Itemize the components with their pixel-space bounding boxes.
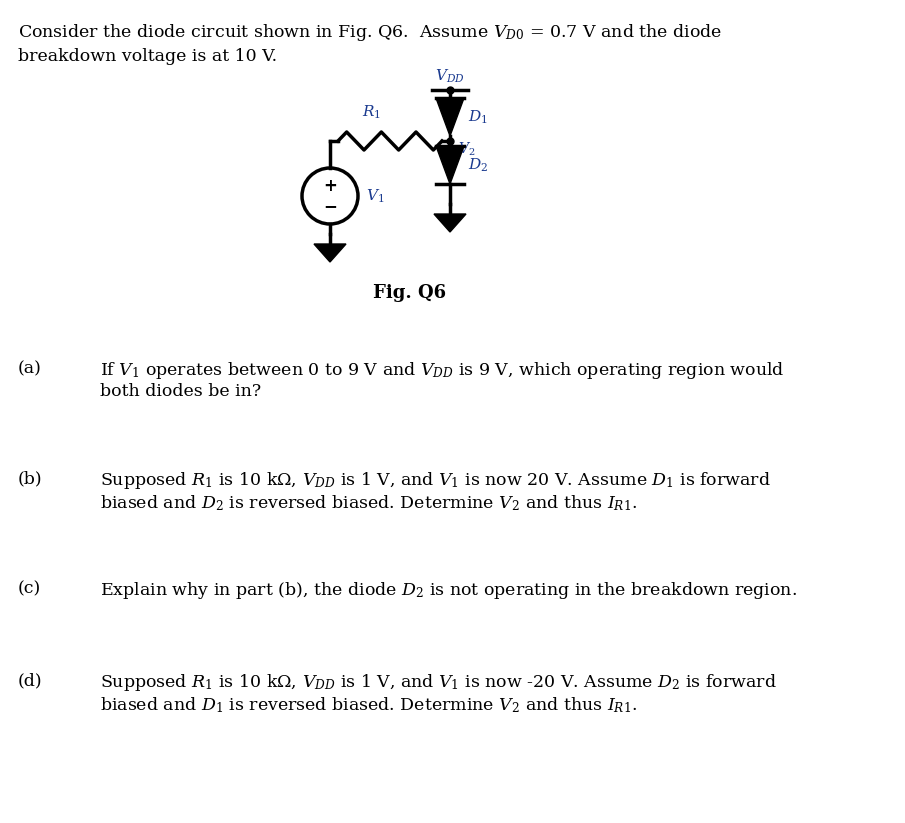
Text: biased and $D_2$ is reversed biased. Determine $V_2$ and thus $I_{R1}$.: biased and $D_2$ is reversed biased. Det… (100, 493, 637, 513)
Polygon shape (314, 244, 346, 262)
Polygon shape (436, 146, 464, 184)
Text: Fig. Q6: Fig. Q6 (374, 284, 446, 302)
Text: −: − (323, 197, 337, 215)
Text: (d): (d) (18, 672, 43, 689)
Text: Supposed $R_1$ is 10 k$\Omega$, $V_{DD}$ is 1 V, and $V_1$ is now -20 V. Assume : Supposed $R_1$ is 10 k$\Omega$, $V_{DD}$… (100, 672, 776, 693)
Text: breakdown voltage is at 10 V.: breakdown voltage is at 10 V. (18, 48, 277, 65)
Polygon shape (436, 98, 464, 136)
Text: $R_1$: $R_1$ (363, 104, 382, 121)
Text: $V_1$: $V_1$ (366, 188, 385, 205)
Text: (a): (a) (18, 360, 42, 377)
Text: $D_2$: $D_2$ (468, 156, 488, 174)
Polygon shape (434, 214, 466, 232)
Text: (b): (b) (18, 470, 43, 487)
Text: $D_1$: $D_1$ (468, 109, 488, 126)
Text: (c): (c) (18, 580, 42, 597)
Text: Explain why in part (b), the diode $D_2$ is not operating in the breakdown regio: Explain why in part (b), the diode $D_2$… (100, 580, 797, 601)
Text: $V_{DD}$: $V_{DD}$ (435, 67, 465, 85)
Text: +: + (323, 177, 337, 195)
Text: Supposed $R_1$ is 10 k$\Omega$, $V_{DD}$ is 1 V, and $V_1$ is now 20 V. Assume $: Supposed $R_1$ is 10 k$\Omega$, $V_{DD}$… (100, 470, 771, 491)
Text: Consider the diode circuit shown in Fig. Q6.  Assume $V_{D0}$ = 0.7 V and the di: Consider the diode circuit shown in Fig.… (18, 22, 722, 43)
Text: If $V_1$ operates between 0 to 9 V and $V_{DD}$ is 9 V, which operating region w: If $V_1$ operates between 0 to 9 V and $… (100, 360, 785, 381)
Text: both diodes be in?: both diodes be in? (100, 383, 262, 400)
Text: $V_2$: $V_2$ (458, 141, 475, 158)
Text: biased and $D_1$ is reversed biased. Determine $V_2$ and thus $I_{R1}$.: biased and $D_1$ is reversed biased. Det… (100, 695, 637, 714)
